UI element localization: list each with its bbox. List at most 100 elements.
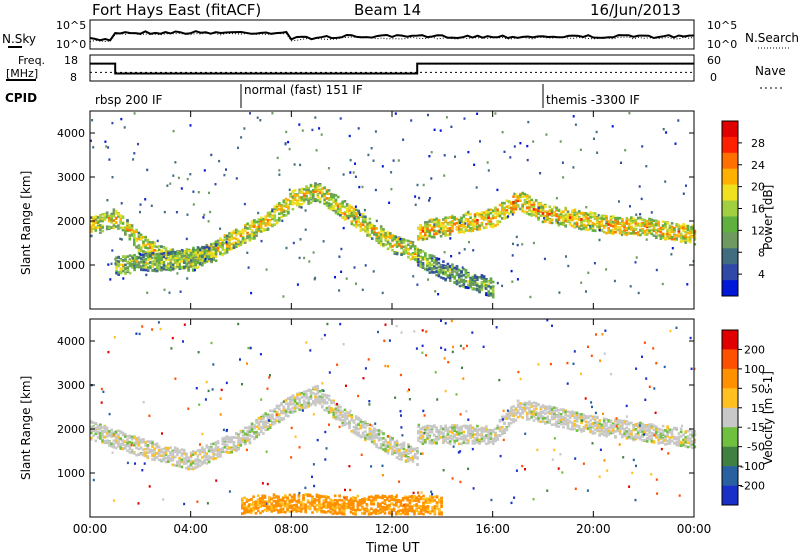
power-cell — [442, 260, 445, 263]
power-cell — [417, 264, 420, 267]
power-cell — [189, 260, 193, 264]
power-cell — [219, 242, 222, 245]
velocity-cell — [90, 431, 93, 435]
power-cell — [505, 199, 509, 202]
power-cell — [555, 214, 558, 218]
velocity-cell — [245, 505, 249, 509]
power-cell — [395, 237, 399, 240]
power-cell — [555, 206, 558, 210]
power-cell — [491, 209, 495, 212]
velocity-cell — [268, 505, 271, 509]
power-cell — [235, 242, 238, 246]
power-cell — [439, 271, 443, 274]
power-cell — [239, 243, 243, 247]
velocity-cell — [173, 446, 177, 449]
power-cell — [237, 230, 240, 233]
power-cell — [92, 220, 95, 223]
power-cell — [397, 159, 400, 162]
power-cell — [457, 274, 461, 277]
power-cell — [648, 220, 651, 223]
power-cell — [691, 227, 694, 230]
velocity-cell — [350, 418, 354, 422]
power-cell — [307, 202, 310, 205]
velocity-cell — [264, 422, 267, 425]
velocity-cell — [128, 451, 132, 454]
velocity-cell — [216, 445, 220, 449]
velocity-cell — [271, 417, 274, 420]
power-cell — [298, 196, 301, 200]
power-cell — [298, 205, 301, 209]
power-cell — [334, 194, 338, 197]
power-cell — [634, 228, 638, 231]
power-cell — [205, 245, 209, 249]
power-cell — [541, 209, 545, 212]
power-cell — [225, 247, 229, 250]
power-cell — [144, 254, 148, 257]
power-cell — [361, 185, 364, 189]
power-cell — [467, 218, 470, 221]
velocity-cell — [361, 435, 365, 438]
power-cell — [521, 204, 524, 207]
power-cell — [530, 210, 533, 213]
power-cell — [137, 251, 141, 255]
power-cell — [330, 206, 333, 209]
velocity-cell — [203, 455, 206, 459]
power-cell — [189, 173, 192, 176]
power-cell — [296, 199, 299, 203]
velocity-cell — [103, 427, 107, 431]
velocity-cell — [305, 392, 308, 396]
power-cell — [641, 145, 644, 148]
power-cell — [489, 287, 493, 290]
velocity-cell — [191, 450, 195, 454]
velocity-cell — [257, 422, 261, 425]
power-cell — [686, 283, 689, 286]
power-cell — [448, 231, 452, 235]
velocity-cell — [407, 452, 410, 455]
power-cell — [467, 272, 470, 276]
velocity-cell — [348, 426, 351, 430]
velocity-cell — [244, 442, 247, 446]
power-cell — [133, 230, 136, 233]
power-cell — [379, 240, 383, 244]
power-cell — [469, 212, 472, 216]
power-cell — [151, 262, 154, 266]
power-cell — [661, 236, 665, 239]
velocity-cell — [228, 451, 231, 454]
power-cell — [435, 217, 438, 221]
power-cell — [476, 112, 479, 115]
power-cell — [253, 233, 256, 237]
power-cell — [457, 276, 461, 280]
power-cell — [661, 234, 665, 237]
power-cell — [321, 194, 324, 198]
power-cell — [212, 247, 216, 250]
power-cell — [386, 231, 390, 234]
velocity-cell — [272, 493, 276, 496]
velocity-cell — [101, 433, 104, 436]
power-cell — [507, 215, 510, 218]
velocity-cell — [348, 423, 351, 427]
power-cell — [525, 197, 529, 200]
power-cell — [276, 156, 279, 160]
power-cell — [650, 232, 654, 236]
power-cell — [498, 220, 502, 224]
velocity-cell — [312, 400, 315, 403]
velocity-cell — [212, 452, 215, 456]
velocity-cell — [273, 418, 277, 421]
power-cell — [641, 228, 644, 231]
power-cell — [491, 224, 495, 227]
power-cell — [498, 203, 502, 207]
power-cell — [439, 227, 443, 231]
velocity-cell — [157, 453, 161, 456]
power-cell — [655, 223, 658, 227]
power-cell — [101, 226, 104, 229]
power-cell — [180, 260, 184, 263]
power-cell — [259, 216, 263, 220]
power-cell — [278, 173, 281, 176]
power-cell — [643, 221, 647, 224]
power-cell — [151, 256, 154, 260]
velocity-cell — [309, 388, 313, 392]
power-cell — [413, 250, 417, 254]
power-cell — [507, 206, 511, 209]
power-cell — [548, 221, 552, 224]
power-cell — [572, 115, 575, 118]
